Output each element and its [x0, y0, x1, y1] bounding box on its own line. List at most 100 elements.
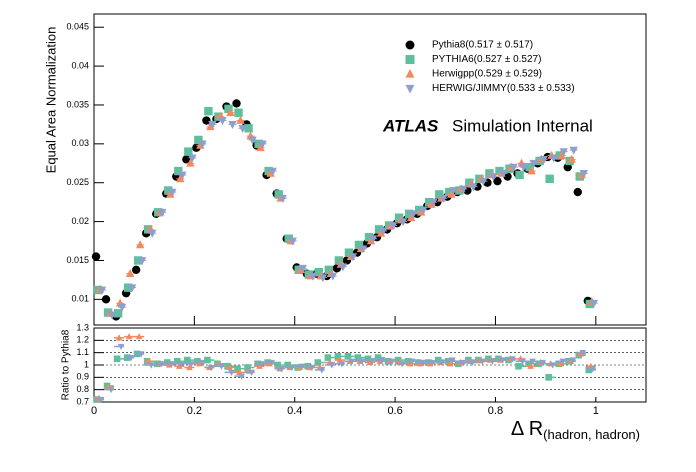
data-point — [439, 194, 448, 203]
data-point — [234, 108, 243, 117]
ratio-point — [394, 356, 402, 364]
data-point — [268, 167, 277, 176]
x-axis-label: Δ R(hadron, hadron) — [511, 418, 640, 442]
data-point — [394, 213, 404, 222]
data-point — [226, 108, 235, 117]
x-axis-label-main: Δ R — [511, 418, 543, 440]
y-tick-label: 0.8 — [76, 384, 89, 394]
ratio-point — [465, 356, 472, 364]
data-point — [344, 248, 354, 257]
legend-marker — [405, 69, 415, 78]
data-point — [503, 172, 512, 181]
data-point — [559, 148, 568, 157]
data-point — [258, 140, 267, 149]
ratio-point — [374, 354, 382, 361]
data-point — [244, 124, 253, 133]
ratio-point — [549, 362, 556, 369]
data-point — [445, 187, 454, 197]
ratio-point — [585, 366, 593, 374]
data-point — [131, 265, 141, 274]
y-tick-label: 0.03 — [71, 138, 89, 148]
ratio-point — [268, 359, 275, 367]
ratio-point — [527, 362, 534, 369]
data-point — [515, 170, 524, 180]
x-tick-label: 1 — [593, 405, 599, 417]
ratio-point — [545, 374, 552, 381]
ratio-point — [408, 358, 416, 365]
y-tick-label: 0.04 — [71, 60, 89, 70]
ratio-point — [248, 369, 255, 377]
ratio-point — [115, 334, 123, 341]
y-tick-label: 1 — [84, 359, 89, 369]
data-point — [278, 194, 287, 203]
ratio-point — [278, 366, 285, 373]
data-point — [368, 235, 378, 244]
ratio-point — [529, 358, 536, 365]
ratio-point — [438, 359, 446, 367]
y-axis-label: Equal Area Normalization — [43, 27, 58, 174]
ratio-point — [147, 362, 155, 369]
data-point — [398, 218, 408, 227]
data-point — [127, 284, 137, 293]
data-point — [198, 140, 207, 149]
y-tick-label: 0.015 — [66, 255, 89, 265]
data-point — [97, 286, 107, 295]
data-point — [493, 176, 502, 186]
data-point — [194, 135, 203, 145]
y-tick-label: 0.01 — [71, 294, 89, 304]
data-point — [408, 210, 418, 219]
data-point — [469, 183, 478, 192]
x-tick-label: 0.6 — [387, 405, 402, 417]
ratio-point — [559, 358, 566, 365]
data-point — [549, 154, 558, 163]
data-point — [137, 257, 147, 266]
data-point — [374, 225, 384, 234]
ratio-point — [135, 333, 143, 340]
data-point — [101, 295, 111, 304]
ratio-point — [398, 361, 406, 368]
main-frame — [93, 13, 647, 326]
data-point — [447, 189, 456, 198]
ratio-point — [113, 355, 121, 363]
legend-marker — [405, 40, 415, 50]
ratio-point — [208, 364, 215, 372]
ratio-point — [525, 360, 532, 368]
ratio-point — [406, 360, 414, 367]
ratio-point — [469, 359, 476, 367]
ratio-y-label: Ratio to Pythia8 — [61, 329, 72, 400]
data-point — [539, 156, 548, 165]
ratio-point — [446, 360, 454, 367]
ratio-point — [448, 357, 456, 364]
data-point — [449, 187, 458, 196]
data-point — [284, 234, 293, 243]
x-tick-label: 0.8 — [488, 405, 503, 417]
ratio-point — [344, 353, 352, 360]
data-point — [182, 155, 191, 164]
ratio-point — [364, 355, 372, 363]
data-point — [168, 188, 177, 197]
ratio-point — [97, 396, 105, 404]
legend-marker — [405, 84, 415, 94]
ratio-point — [167, 361, 175, 368]
y-tick-label: 1.1 — [76, 347, 89, 357]
ratio-point — [178, 361, 185, 368]
data-point — [527, 166, 536, 175]
data-point — [388, 222, 398, 231]
ratio-point — [418, 359, 426, 367]
ratio-point — [218, 363, 225, 370]
data-point — [125, 269, 135, 278]
ratio-point — [519, 358, 526, 365]
data-point — [418, 206, 428, 215]
data-point — [328, 272, 338, 281]
ratio-point — [378, 357, 386, 364]
data-point — [569, 146, 578, 155]
data-point — [202, 116, 211, 125]
ratio-point — [334, 353, 342, 360]
y-tick-label: 0.02 — [71, 216, 89, 226]
legend-label: Pythia8(0.517 ± 0.517) — [432, 40, 533, 51]
data-point — [499, 170, 508, 179]
ratio-point — [228, 369, 235, 377]
ratio-point — [479, 358, 486, 365]
ratio-point — [137, 351, 145, 358]
data-point — [174, 166, 183, 176]
